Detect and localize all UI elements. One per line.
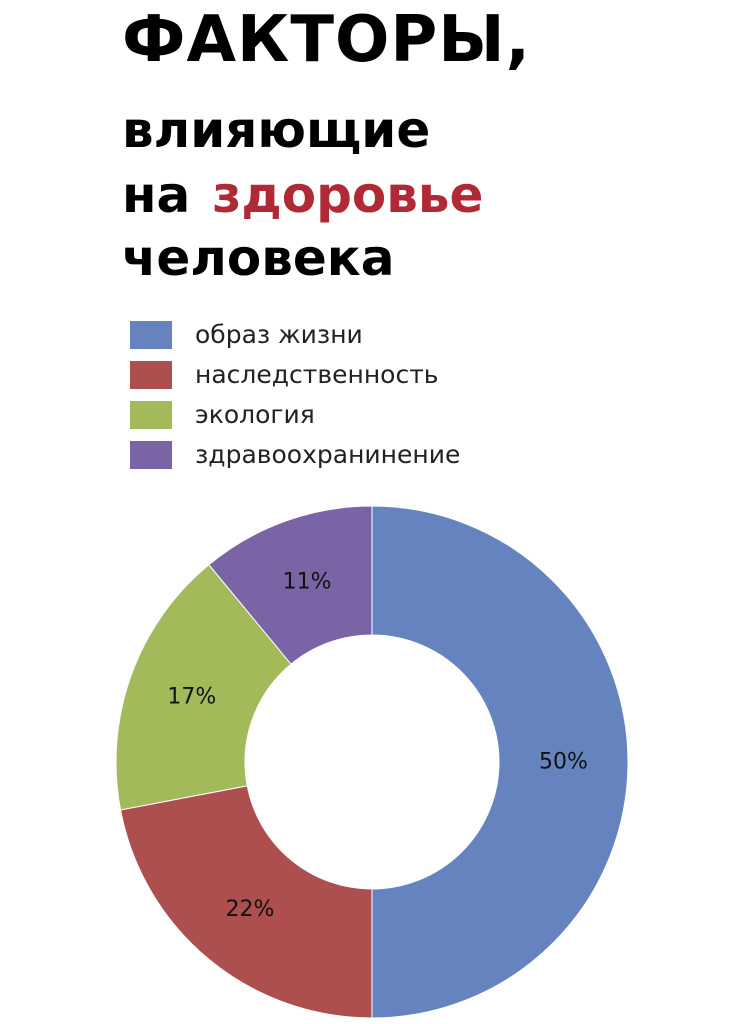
- legend-item-healthcare: здравоохранинение: [130, 436, 490, 476]
- legend-swatch: [130, 441, 172, 469]
- legend-label: образ жизни: [195, 320, 363, 349]
- legend-label: здравоохранинение: [195, 440, 461, 469]
- slice-label-lifestyle: 50%: [539, 750, 588, 775]
- legend-swatch: [130, 401, 172, 429]
- chart-legend: образ жизни наследственность экология зд…: [130, 316, 490, 476]
- legend-swatch: [130, 321, 172, 349]
- title-line-3: на здоровье: [122, 165, 483, 225]
- legend-item-ecology: экология: [130, 396, 490, 436]
- donut-slice-ecology: [115, 564, 292, 811]
- legend-item-lifestyle: образ жизни: [130, 316, 490, 356]
- legend-label: наследственность: [195, 360, 439, 389]
- title-line-4: человека: [122, 229, 395, 287]
- slice-label-heredity: 22%: [225, 897, 274, 922]
- title-line-2: влияющие: [122, 101, 431, 159]
- legend-item-heredity: наследственность: [130, 356, 490, 396]
- title-heading: ФАКТОРЫ,: [122, 3, 531, 77]
- legend-swatch: [130, 361, 172, 389]
- slice-label-ecology: 17%: [167, 685, 216, 710]
- donut-slice-heredity: [119, 785, 373, 1019]
- donut-slice-healthcare: [208, 505, 373, 665]
- title-accent-word: здоровье: [212, 166, 484, 224]
- title-line-3-prefix: на: [122, 166, 191, 224]
- slice-label-healthcare: 11%: [283, 569, 332, 594]
- donut-slice-lifestyle: [371, 505, 629, 1019]
- legend-label: экология: [195, 400, 315, 429]
